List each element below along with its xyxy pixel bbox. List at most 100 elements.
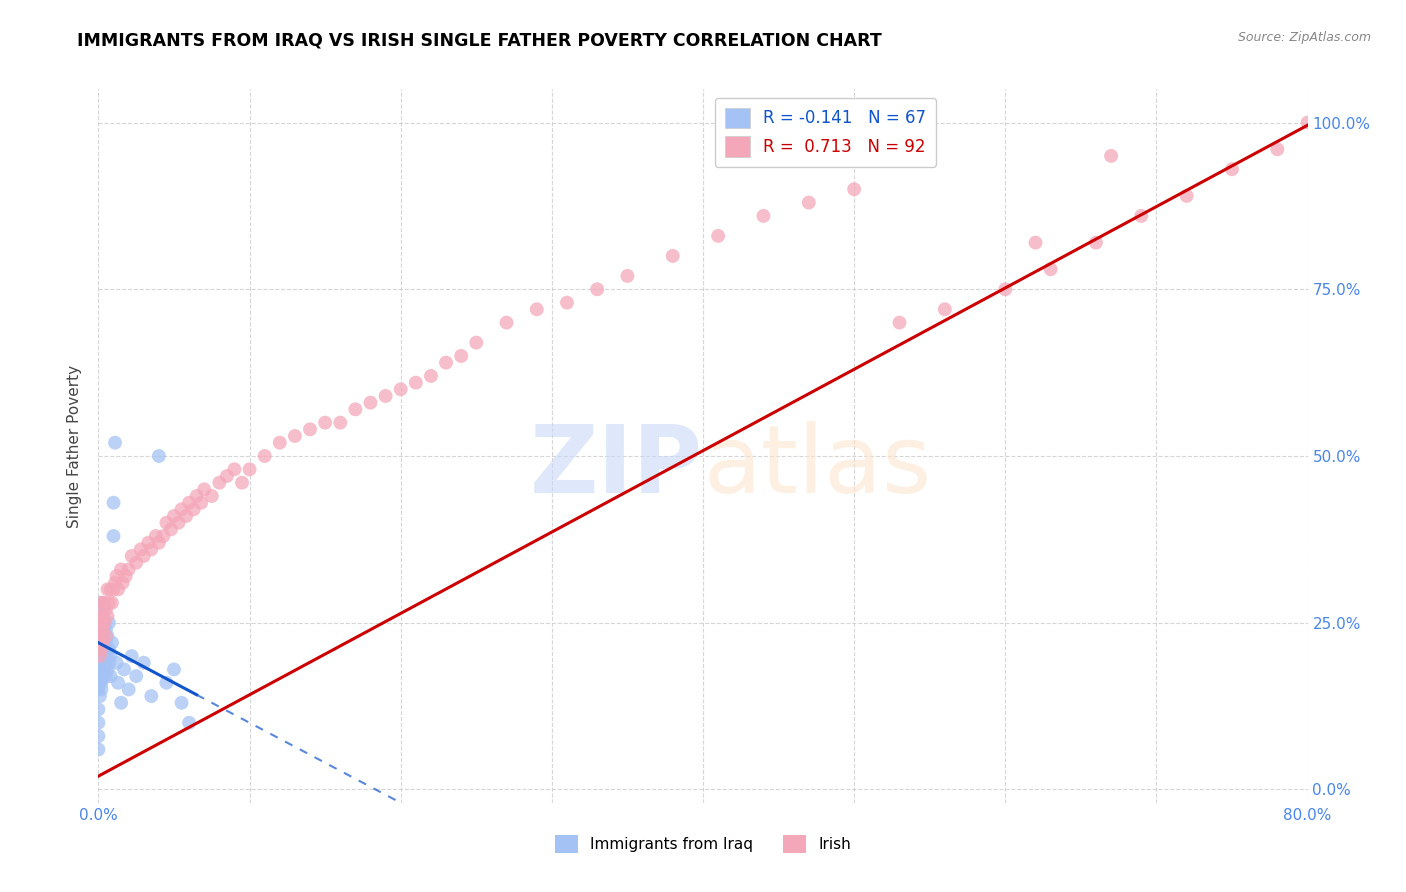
Point <box>94 656 117 670</box>
Point <box>93 615 115 630</box>
Point <box>89 609 111 624</box>
Point <box>90 615 112 630</box>
Text: Source: ZipAtlas.com: Source: ZipAtlas.com <box>1237 31 1371 45</box>
Point <box>90 675 112 690</box>
Text: atlas: atlas <box>703 421 931 514</box>
Point <box>104 575 127 590</box>
Point <box>111 575 134 590</box>
Point <box>148 449 170 463</box>
Point <box>1175 189 1198 203</box>
Point <box>90 623 112 637</box>
Point <box>450 349 472 363</box>
Point <box>141 542 163 557</box>
Point <box>110 696 132 710</box>
Point <box>934 302 956 317</box>
Point <box>269 435 291 450</box>
Point <box>190 496 212 510</box>
Point <box>89 689 111 703</box>
Point <box>132 549 155 563</box>
Point <box>94 669 117 683</box>
Point <box>344 402 367 417</box>
Point <box>661 249 683 263</box>
Point <box>94 602 117 616</box>
Point <box>100 582 122 597</box>
Point <box>1024 235 1046 250</box>
Point <box>90 596 112 610</box>
Point <box>87 702 110 716</box>
Point <box>179 496 201 510</box>
Point <box>434 356 457 370</box>
Point <box>91 629 114 643</box>
Point <box>121 649 143 664</box>
Point <box>405 376 427 390</box>
Point <box>193 483 215 497</box>
Point <box>96 609 118 624</box>
Text: IMMIGRANTS FROM IRAQ VS IRISH SINGLE FATHER POVERTY CORRELATION CHART: IMMIGRANTS FROM IRAQ VS IRISH SINGLE FAT… <box>77 31 882 49</box>
Point <box>179 715 201 730</box>
Point <box>90 642 112 657</box>
Point <box>98 642 121 657</box>
Point <box>155 675 177 690</box>
Point <box>89 649 111 664</box>
Point <box>89 636 111 650</box>
Point <box>91 623 114 637</box>
Point <box>129 542 152 557</box>
Point <box>121 549 143 563</box>
Point <box>105 569 128 583</box>
Point <box>107 675 129 690</box>
Legend: Immigrants from Iraq, Irish: Immigrants from Iraq, Irish <box>548 829 858 859</box>
Point <box>89 669 111 683</box>
Point <box>100 649 122 664</box>
Point <box>90 642 112 657</box>
Point <box>374 389 396 403</box>
Point <box>889 316 911 330</box>
Point <box>101 596 124 610</box>
Point <box>89 615 111 630</box>
Point <box>91 609 114 624</box>
Point <box>100 669 122 683</box>
Point <box>125 556 148 570</box>
Point <box>87 729 110 743</box>
Point <box>208 475 231 490</box>
Point <box>90 615 112 630</box>
Point <box>94 636 117 650</box>
Point <box>89 649 111 664</box>
Y-axis label: Single Father Poverty: Single Father Poverty <box>67 365 83 527</box>
Point <box>94 629 117 643</box>
Point <box>152 529 174 543</box>
Point <box>163 509 186 524</box>
Point <box>98 656 121 670</box>
Point <box>91 656 114 670</box>
Text: ZIP: ZIP <box>530 421 703 514</box>
Point <box>174 509 197 524</box>
Point <box>93 629 115 643</box>
Point <box>93 649 115 664</box>
Point <box>752 209 775 223</box>
Point <box>170 502 193 516</box>
Point <box>118 562 141 576</box>
Point <box>91 623 114 637</box>
Point <box>96 649 118 664</box>
Point <box>104 435 127 450</box>
Point <box>1099 149 1122 163</box>
Point <box>148 535 170 549</box>
Point <box>112 662 135 676</box>
Point <box>183 502 205 516</box>
Point <box>132 656 155 670</box>
Point <box>1085 235 1108 250</box>
Point <box>844 182 866 196</box>
Point <box>96 662 118 676</box>
Point <box>360 395 382 409</box>
Point <box>125 669 148 683</box>
Point <box>155 516 177 530</box>
Point <box>231 475 253 490</box>
Point <box>90 596 112 610</box>
Point <box>420 368 443 383</box>
Point <box>110 562 132 576</box>
Point <box>201 489 224 503</box>
Point <box>284 429 307 443</box>
Point <box>465 335 488 350</box>
Point <box>93 662 115 676</box>
Point <box>90 682 112 697</box>
Point <box>91 669 114 683</box>
